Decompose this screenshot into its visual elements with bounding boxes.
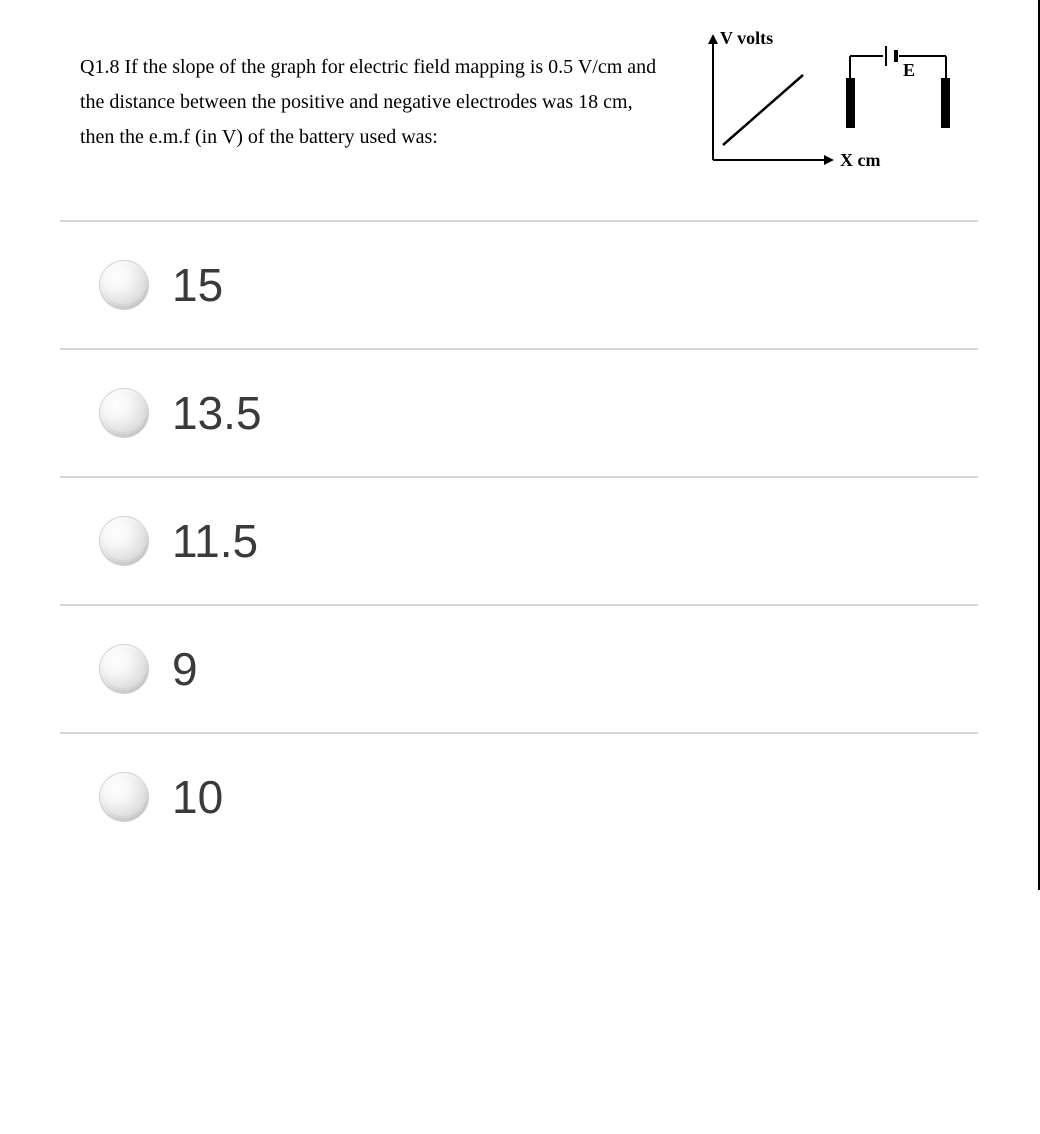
question-diagram: V volts X cm xyxy=(688,30,958,190)
option-row[interactable]: 9 xyxy=(60,604,978,732)
diagram-svg: V volts X cm xyxy=(688,30,958,190)
options-area: 15 13.5 11.5 9 10 xyxy=(0,220,1038,890)
x-axis-label: X cm xyxy=(840,150,880,170)
quiz-page: Q1.8 If the slope of the graph for elect… xyxy=(0,0,1040,890)
option-label: 11.5 xyxy=(172,514,258,568)
option-label: 15 xyxy=(172,258,223,312)
x-axis-arrow xyxy=(824,155,834,165)
electrode-left xyxy=(846,78,855,128)
radio-button[interactable] xyxy=(100,645,148,693)
question-area: Q1.8 If the slope of the graph for elect… xyxy=(0,0,1038,220)
radio-button[interactable] xyxy=(100,517,148,565)
option-row[interactable]: 11.5 xyxy=(60,476,978,604)
radio-button[interactable] xyxy=(100,773,148,821)
y-axis-label: V volts xyxy=(720,30,773,48)
option-row[interactable]: 10 xyxy=(60,732,978,860)
radio-button[interactable] xyxy=(100,389,148,437)
option-label: 10 xyxy=(172,770,223,824)
option-label: 9 xyxy=(172,642,198,696)
radio-button[interactable] xyxy=(100,261,148,309)
battery-label: E xyxy=(903,60,915,80)
option-row[interactable]: 13.5 xyxy=(60,348,978,476)
question-text: Q1.8 If the slope of the graph for elect… xyxy=(80,50,668,155)
y-axis-arrow xyxy=(708,34,718,44)
option-row[interactable]: 15 xyxy=(60,220,978,348)
electrode-right xyxy=(941,78,950,128)
option-label: 13.5 xyxy=(172,386,262,440)
slope-line xyxy=(723,75,803,145)
